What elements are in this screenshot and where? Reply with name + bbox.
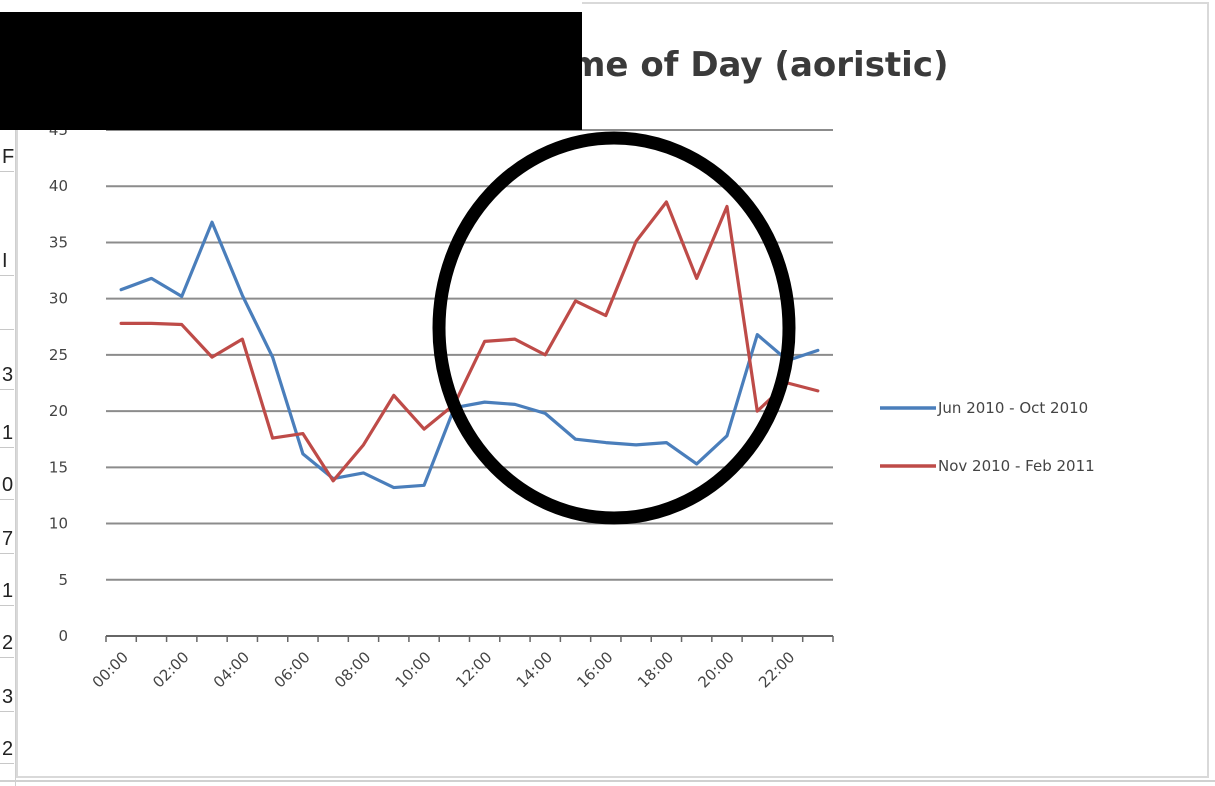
spreadsheet-cell: F <box>0 144 14 172</box>
spreadsheet-cell: I <box>0 248 14 276</box>
spreadsheet-cell: 0 <box>0 472 14 500</box>
window-overlay-bar <box>0 0 582 130</box>
legend-label: Nov 2010 - Feb 2011 <box>938 457 1095 475</box>
x-tick-label: 10:00 <box>392 648 435 691</box>
x-tick-label: 02:00 <box>149 648 192 691</box>
y-tick-label: 35 <box>49 233 68 251</box>
x-tick-label: 18:00 <box>634 648 677 691</box>
legend-label: Jun 2010 - Oct 2010 <box>937 399 1088 417</box>
y-tick-label: 5 <box>58 571 68 589</box>
x-tick-label: 00:00 <box>89 648 132 691</box>
x-tick-label: 16:00 <box>573 648 616 691</box>
x-tick-label: 08:00 <box>331 648 374 691</box>
x-tick-label: 04:00 <box>210 648 253 691</box>
spreadsheet-column: F I 3 1 0 7 1 2 3 2 <box>0 130 16 786</box>
x-tick-label: 20:00 <box>695 648 738 691</box>
y-tick-label: 25 <box>49 346 68 364</box>
spreadsheet-cell: 2 <box>0 736 14 764</box>
y-tick-label: 30 <box>49 290 68 308</box>
y-tick-label: 20 <box>49 402 68 420</box>
annotation-circle <box>432 131 796 525</box>
bottom-divider <box>0 780 1215 782</box>
overlay-top-strip <box>0 0 582 12</box>
y-tick-label: 15 <box>49 458 68 476</box>
spreadsheet-cell: 1 <box>0 420 14 448</box>
x-tick-label: 22:00 <box>755 648 798 691</box>
y-tick-label: 40 <box>49 177 68 195</box>
series-line-2 <box>119 200 820 483</box>
series-line-1 <box>119 220 820 490</box>
spreadsheet-cell: 2 <box>0 630 14 658</box>
x-tick-label: 14:00 <box>513 648 556 691</box>
y-tick-label: 0 <box>58 627 68 645</box>
x-tick-label: 12:00 <box>452 648 495 691</box>
spreadsheet-cell: 3 <box>0 362 14 390</box>
spreadsheet-cell: 1 <box>0 578 14 606</box>
spreadsheet-cell <box>0 302 14 330</box>
spreadsheet-cell: 7 <box>0 526 14 554</box>
spreadsheet-cell: 3 <box>0 684 14 712</box>
x-tick-label: 06:00 <box>270 648 313 691</box>
y-tick-label: 10 <box>49 515 68 533</box>
